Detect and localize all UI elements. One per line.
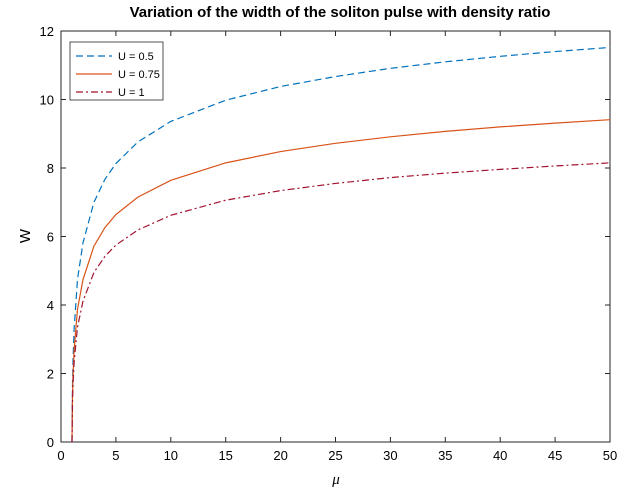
series-line <box>71 46 611 443</box>
x-tick-label: 15 <box>218 448 232 463</box>
y-tick-label: 12 <box>40 24 54 39</box>
y-tick-label: 6 <box>47 230 54 245</box>
y-tick-label: 0 <box>47 435 54 450</box>
legend-box <box>69 41 164 101</box>
x-tick-label: 5 <box>112 448 119 463</box>
x-tick-label: 45 <box>548 448 562 463</box>
legend-label: U = 0.5 <box>118 51 154 63</box>
chart-title: Variation of the width of the soliton pu… <box>130 4 551 21</box>
series-group <box>71 46 611 443</box>
x-tick-label: 30 <box>383 448 397 463</box>
legend-label: U = 0.75 <box>118 69 160 81</box>
y-tick-label: 10 <box>40 93 54 108</box>
y-tick-label: 4 <box>47 298 54 313</box>
legend-entries: U = 0.5 U = 0.75 U = 1 <box>76 51 160 99</box>
x-tick-label: 25 <box>328 448 342 463</box>
x-tick-label: 0 <box>57 448 64 463</box>
axis-ticks: 0 5 10 15 20 25 30 35 40 45 50 0 2 4 6 8 10 12 <box>40 24 618 463</box>
y-axis-label: W <box>17 228 34 243</box>
y-tick-label: 8 <box>47 161 54 176</box>
series-line <box>71 162 611 443</box>
x-tick-label: 50 <box>603 448 617 463</box>
legend: U = 0.5 U = 0.75 U = 1 <box>69 41 164 101</box>
x-tick-label: 20 <box>273 448 287 463</box>
x-axis-label: μ <box>331 472 340 488</box>
series-line <box>71 119 611 443</box>
x-tick-label: 40 <box>493 448 507 463</box>
y-tick-label: 2 <box>47 367 54 382</box>
x-tick-label: 35 <box>438 448 452 463</box>
legend-label: U = 1 <box>118 87 145 99</box>
x-tick-label: 10 <box>164 448 178 463</box>
